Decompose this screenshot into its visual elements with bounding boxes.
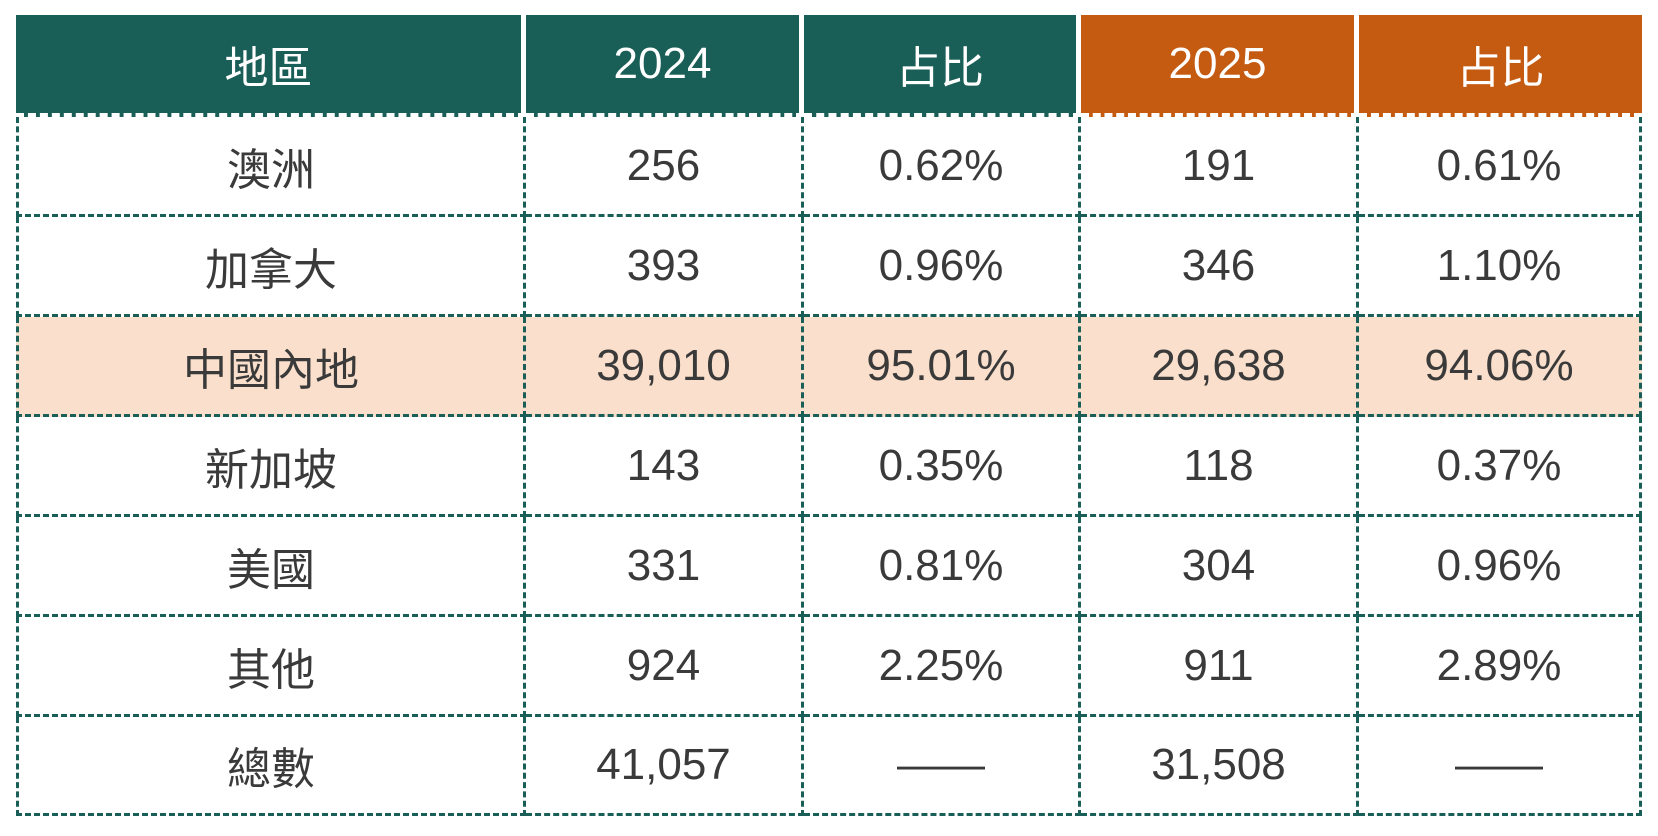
value-2024-cell: 143 [526, 417, 804, 517]
table-row-total: 總數 41,057 —— 31,508 —— [16, 717, 1642, 816]
header-pct-2025: 占比 [1359, 15, 1642, 117]
pct-2025-cell: 0.96% [1359, 517, 1642, 617]
value-2025-cell: 29,638 [1081, 317, 1359, 417]
table-row: 其他 924 2.25% 911 2.89% [16, 617, 1642, 717]
header-2025: 2025 [1081, 15, 1359, 117]
pct-2024-cell: —— [804, 717, 1081, 816]
pct-2025-cell: —— [1359, 717, 1642, 816]
header-region: 地區 [16, 15, 526, 117]
pct-2025-cell: 94.06% [1359, 317, 1642, 417]
region-cell: 其他 [16, 617, 526, 717]
region-cell: 中國內地 [16, 317, 526, 417]
value-2025-cell: 346 [1081, 217, 1359, 317]
region-distribution-table: 地區 2024 占比 2025 占比 澳洲 256 0.62% 191 0.61… [16, 15, 1642, 816]
table-row: 澳洲 256 0.62% 191 0.61% [16, 117, 1642, 217]
table-row: 加拿大 393 0.96% 346 1.10% [16, 217, 1642, 317]
value-2024-cell: 393 [526, 217, 804, 317]
table-row: 新加坡 143 0.35% 118 0.37% [16, 417, 1642, 517]
value-2024-cell: 39,010 [526, 317, 804, 417]
region-cell: 新加坡 [16, 417, 526, 517]
table-header-row: 地區 2024 占比 2025 占比 [16, 15, 1642, 117]
region-cell: 加拿大 [16, 217, 526, 317]
value-2024-cell: 331 [526, 517, 804, 617]
table-row-highlighted: 中國內地 39,010 95.01% 29,638 94.06% [16, 317, 1642, 417]
region-cell: 總數 [16, 717, 526, 816]
pct-2024-cell: 0.96% [804, 217, 1081, 317]
pct-2024-cell: 0.35% [804, 417, 1081, 517]
value-2024-cell: 924 [526, 617, 804, 717]
pct-2025-cell: 2.89% [1359, 617, 1642, 717]
table-row: 美國 331 0.81% 304 0.96% [16, 517, 1642, 617]
value-2024-cell: 41,057 [526, 717, 804, 816]
pct-2024-cell: 0.62% [804, 117, 1081, 217]
pct-2025-cell: 1.10% [1359, 217, 1642, 317]
pct-2025-cell: 0.61% [1359, 117, 1642, 217]
value-2025-cell: 911 [1081, 617, 1359, 717]
value-2024-cell: 256 [526, 117, 804, 217]
pct-2024-cell: 2.25% [804, 617, 1081, 717]
value-2025-cell: 304 [1081, 517, 1359, 617]
header-2024: 2024 [526, 15, 804, 117]
region-cell: 澳洲 [16, 117, 526, 217]
value-2025-cell: 191 [1081, 117, 1359, 217]
header-pct-2024: 占比 [804, 15, 1081, 117]
value-2025-cell: 118 [1081, 417, 1359, 517]
region-cell: 美國 [16, 517, 526, 617]
pct-2025-cell: 0.37% [1359, 417, 1642, 517]
value-2025-cell: 31,508 [1081, 717, 1359, 816]
pct-2024-cell: 95.01% [804, 317, 1081, 417]
pct-2024-cell: 0.81% [804, 517, 1081, 617]
